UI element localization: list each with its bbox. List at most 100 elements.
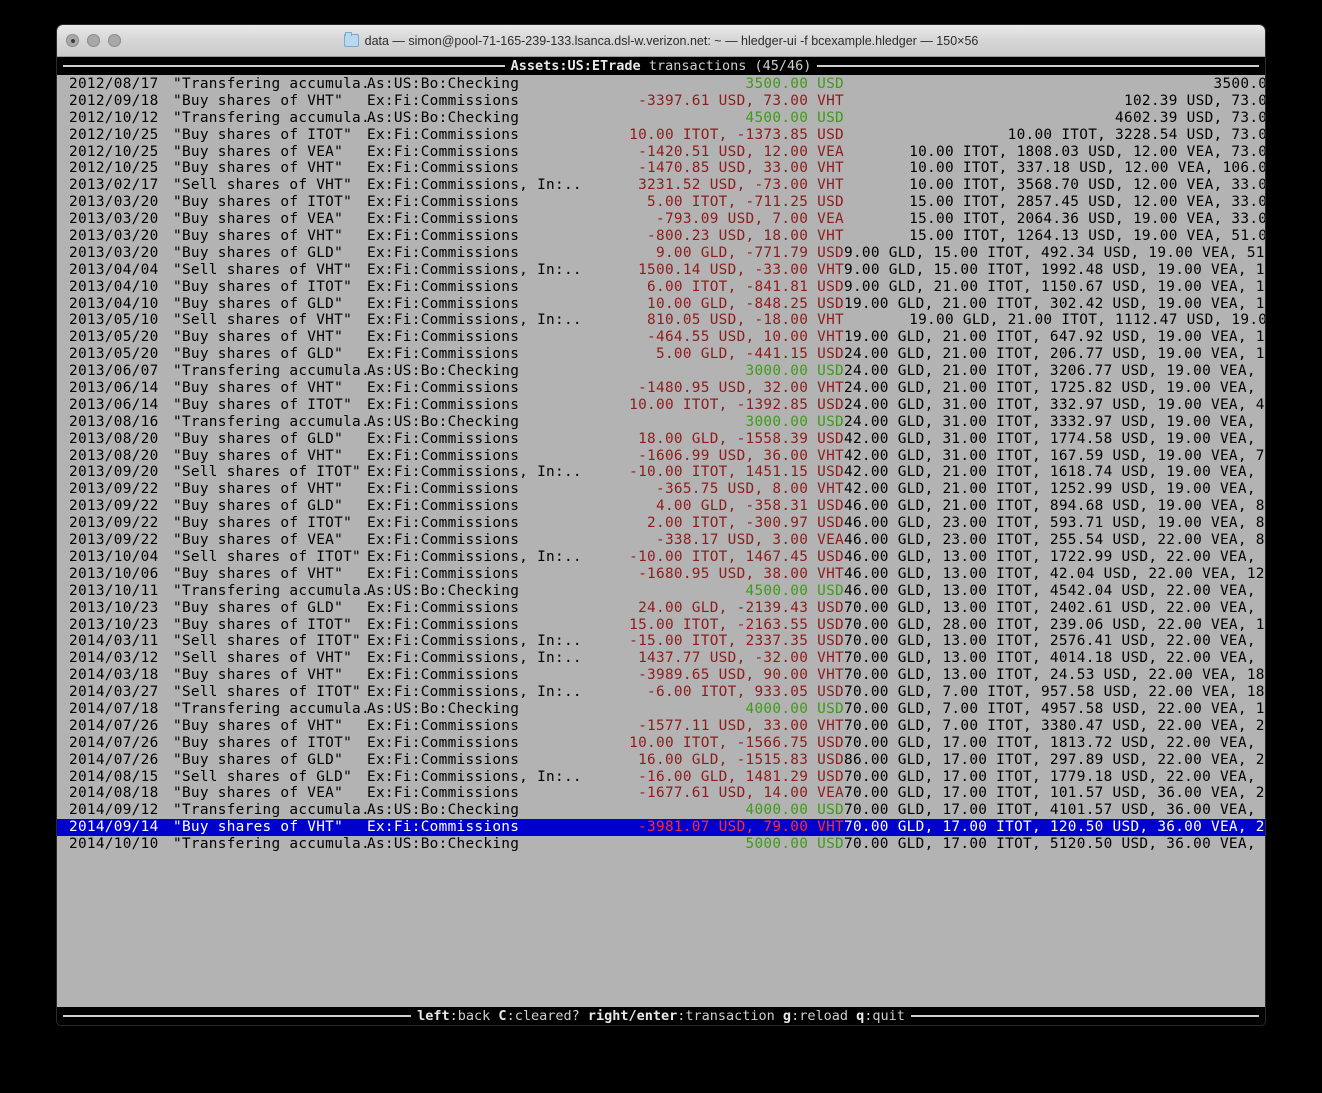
table-row[interactable]: 2013/04/04 "Sell shares of VHT" Ex:Fi:Comm…: [57, 262, 1265, 279]
row-date: 2012/10/25: [69, 126, 159, 143]
row-account: Ex:Fi:Commissions: [367, 515, 520, 532]
row-date: 2012/10/25: [69, 160, 159, 177]
row-amount: -365.75 USD, 8.00 VHT: [656, 481, 844, 498]
table-row[interactable]: 2013/10/23 "Buy shares of GLD" Ex:Fi:Commi…: [57, 600, 1265, 617]
table-row[interactable]: 2014/07/26 "Buy shares of ITOT" Ex:Fi:Comm…: [57, 735, 1265, 752]
row-description: "Sell shares of VHT": [173, 650, 353, 667]
table-row[interactable]: 2014/09/12 "Transfering accumula..As:US:B…: [57, 802, 1265, 819]
status-key-right-enter[interactable]: right/enter: [587, 1008, 678, 1024]
table-row[interactable]: 2013/04/10 "Buy shares of ITOT" Ex:Fi:Comm…: [57, 279, 1265, 296]
status-key-c[interactable]: C: [498, 1008, 507, 1024]
row-description: "Buy shares of GLD": [173, 295, 344, 312]
table-row[interactable]: 2013/08/20 "Buy shares of GLD" Ex:Fi:Commi…: [57, 431, 1265, 448]
table-row[interactable]: 2013/09/22 "Buy shares of ITOT" Ex:Fi:Comm…: [57, 515, 1265, 532]
window-titlebar[interactable]: data — simon@pool-71-165-239-133.lsanca.…: [57, 25, 1265, 57]
status-bar: left:back C:cleared? right/enter:transac…: [57, 1008, 1265, 1024]
row-amount: 10.00 GLD, -848.25 USD: [647, 295, 844, 312]
row-amount: -10.00 ITOT, 1451.15 USD: [629, 464, 844, 481]
window-controls[interactable]: [66, 34, 121, 47]
folder-icon: [343, 32, 359, 47]
row-account: Ex:Fi:Commissions: [367, 717, 520, 734]
table-row[interactable]: 2012/10/25 "Buy shares of VHT" Ex:Fi:Commi…: [57, 160, 1265, 177]
row-account: Ex:Fi:Commissions: [367, 346, 520, 363]
row-balance: 70.00 GLD, 13.00 ITOT, 24.53 USD, 22.00 …: [844, 667, 1265, 684]
row-balance: 70.00 GLD, 17.00 ITOT, 5120.50 USD, 36.0…: [844, 836, 1265, 853]
table-row[interactable]: 2012/10/25 "Buy shares of VEA" Ex:Fi:Commi…: [57, 144, 1265, 161]
table-row[interactable]: 2014/07/26 "Buy shares of GLD" Ex:Fi:Commi…: [57, 752, 1265, 769]
table-row[interactable]: 2013/04/10 "Buy shares of GLD" Ex:Fi:Commi…: [57, 296, 1265, 313]
row-amount: 3000.00 USD: [745, 413, 844, 430]
table-row[interactable]: 2012/10/12 "Transfering accumula..As:US:B…: [57, 110, 1265, 127]
header-rule-left: [63, 65, 505, 67]
table-row[interactable]: 2012/10/25 "Buy shares of ITOT" Ex:Fi:Comm…: [57, 127, 1265, 144]
row-amount: 15.00 ITOT, -2163.55 USD: [629, 616, 844, 633]
row-account: As:US:Bo:Checking: [367, 76, 520, 92]
table-row[interactable]: 2013/09/22 "Buy shares of GLD" Ex:Fi:Commi…: [57, 498, 1265, 515]
row-amount: -16.00 GLD, 1481.29 USD: [638, 768, 844, 785]
table-row[interactable]: 2013/10/06 "Buy shares of VHT" Ex:Fi:Commi…: [57, 566, 1265, 583]
table-row[interactable]: 2013/03/20 "Buy shares of VHT" Ex:Fi:Commi…: [57, 228, 1265, 245]
table-row[interactable]: 2012/09/18 "Buy shares of VHT" Ex:Fi:Commi…: [57, 93, 1265, 110]
row-balance: 10.00 ITOT, 3568.70 USD, 12.00 VEA, 33.0…: [909, 177, 1265, 194]
table-row[interactable]: 2014/08/18 "Buy shares of VEA" Ex:Fi:Commi…: [57, 785, 1265, 802]
row-date: 2012/09/18: [69, 92, 159, 109]
table-row[interactable]: 2013/10/11 "Transfering accumula..As:US:B…: [57, 583, 1265, 600]
table-row[interactable]: 2012/08/17 "Transfering accumula..As:US:B…: [57, 76, 1265, 93]
row-balance: 42.00 GLD, 21.00 ITOT, 1618.74 USD, 19.0…: [844, 464, 1265, 481]
table-row[interactable]: 2014/10/10 "Transfering accumula..As:US:B…: [57, 836, 1265, 853]
row-account: Ex:Fi:Commissions: [367, 160, 520, 177]
row-date: 2013/04/10: [69, 278, 159, 295]
table-row[interactable]: 2014/03/18 "Buy shares of VHT" Ex:Fi:Commi…: [57, 667, 1265, 684]
row-date: 2014/03/18: [69, 667, 159, 684]
row-date: 2013/06/14: [69, 380, 159, 397]
table-row[interactable]: 2013/05/20 "Buy shares of VHT" Ex:Fi:Commi…: [57, 329, 1265, 346]
row-amount: 4.00 GLD, -358.31 USD: [656, 498, 844, 515]
row-account: Ex:Fi:Commissions: [367, 329, 520, 346]
table-row[interactable]: 2013/03/20 "Buy shares of GLD" Ex:Fi:Commi…: [57, 245, 1265, 262]
table-row[interactable]: 2013/06/07 "Transfering accumula..As:US:B…: [57, 363, 1265, 380]
table-row[interactable]: 2013/09/22 "Buy shares of VHT" Ex:Fi:Commi…: [57, 481, 1265, 498]
row-account: Ex:Fi:Commissions: [367, 396, 520, 413]
row-account: Ex:Fi:Commissions: [367, 380, 520, 397]
table-row[interactable]: 2013/08/16 "Transfering accumula..As:US:B…: [57, 414, 1265, 431]
close-button[interactable]: [66, 34, 79, 47]
row-amount: -1677.61 USD, 14.00 VEA: [638, 785, 844, 802]
row-account: As:US:Bo:Checking: [367, 582, 520, 599]
table-row[interactable]: 2013/05/10 "Sell shares of VHT" Ex:Fi:Comm…: [57, 312, 1265, 329]
table-row[interactable]: 2014/07/18 "Transfering accumula..As:US:B…: [57, 701, 1265, 718]
table-row[interactable]: 2014/09/14 "Buy shares of VHT" Ex:Fi:Commi…: [57, 819, 1265, 837]
row-account: Ex:Fi:Commissions, In:..: [367, 177, 582, 194]
table-row[interactable]: 2013/10/04 "Sell shares of ITOT" Ex:Fi:Com…: [57, 549, 1265, 566]
table-row[interactable]: 2014/03/27 "Sell shares of ITOT" Ex:Fi:Com…: [57, 684, 1265, 701]
window-title-text: data — simon@pool-71-165-239-133.lsanca.…: [364, 33, 979, 48]
table-row[interactable]: 2014/03/11 "Sell shares of ITOT" Ex:Fi:Com…: [57, 633, 1265, 650]
table-row[interactable]: 2014/03/12 "Sell shares of VHT" Ex:Fi:Comm…: [57, 650, 1265, 667]
table-row[interactable]: 2013/09/20 "Sell shares of ITOT" Ex:Fi:Com…: [57, 464, 1265, 481]
table-row[interactable]: 2013/06/14 "Buy shares of VHT" Ex:Fi:Commi…: [57, 380, 1265, 397]
table-row[interactable]: 2013/06/14 "Buy shares of ITOT" Ex:Fi:Comm…: [57, 397, 1265, 414]
minimize-button[interactable]: [87, 34, 100, 47]
table-row[interactable]: 2013/08/20 "Buy shares of VHT" Ex:Fi:Commi…: [57, 448, 1265, 465]
table-row[interactable]: 2014/08/15 "Sell shares of GLD" Ex:Fi:Comm…: [57, 769, 1265, 786]
table-row[interactable]: 2013/05/20 "Buy shares of GLD" Ex:Fi:Commi…: [57, 346, 1265, 363]
row-date: 2013/10/23: [69, 616, 159, 633]
row-date: 2013/03/20: [69, 244, 159, 261]
status-keys[interactable]: left:back C:cleared? right/enter:transac…: [417, 1008, 905, 1024]
row-balance: 46.00 GLD, 13.00 ITOT, 4542.04 USD, 22.0…: [844, 582, 1265, 599]
status-key-g[interactable]: g: [782, 1008, 792, 1024]
transactions-list-viewport[interactable]: 2012/08/17 "Transfering accumula..As:US:B…: [57, 75, 1265, 1007]
row-amount: 5.00 ITOT, -711.25 USD: [647, 194, 844, 211]
zoom-button[interactable]: [108, 34, 121, 47]
table-row[interactable]: 2013/10/23 "Buy shares of ITOT" Ex:Fi:Comm…: [57, 617, 1265, 634]
status-key-left[interactable]: left: [417, 1008, 450, 1024]
table-row[interactable]: 2013/09/22 "Buy shares of VEA" Ex:Fi:Commi…: [57, 532, 1265, 549]
table-row[interactable]: 2014/07/26 "Buy shares of VHT" Ex:Fi:Commi…: [57, 718, 1265, 735]
table-row[interactable]: 2013/02/17 "Sell shares of VHT" Ex:Fi:Comm…: [57, 177, 1265, 194]
transactions-header-bar: Assets:US:ETrade transactions (45/46): [57, 58, 1265, 74]
row-balance: 15.00 ITOT, 2064.36 USD, 19.00 VEA, 33.0…: [909, 211, 1265, 228]
status-key-q[interactable]: q: [856, 1008, 865, 1024]
row-account: Ex:Fi:Commissions: [367, 92, 520, 109]
table-row[interactable]: 2013/03/20 "Buy shares of VEA" Ex:Fi:Commi…: [57, 211, 1265, 228]
table-row[interactable]: 2013/03/20 "Buy shares of ITOT" Ex:Fi:Comm…: [57, 194, 1265, 211]
row-description: "Buy shares of GLD": [173, 346, 344, 363]
